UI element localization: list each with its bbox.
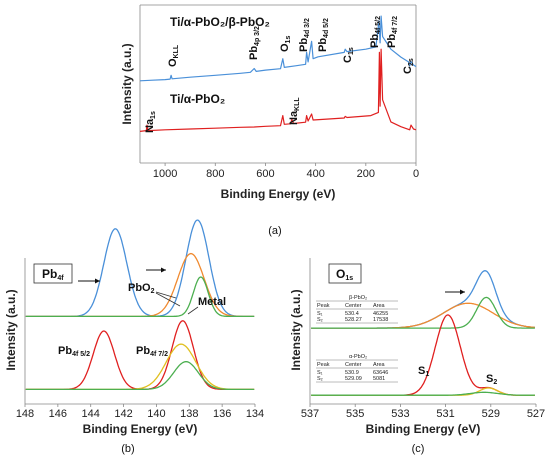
panel-b-series-line-2 [25, 276, 255, 318]
panel-c-label-s2: S2 [486, 373, 497, 386]
panel-c-series-line-5 [311, 391, 535, 396]
panel-b-label-pbo2: PbO2 [128, 282, 155, 295]
panel-b-label-pb4f52: Pb4f 5/2 [58, 345, 90, 358]
panel-b-xtick-label: 134 [246, 408, 264, 420]
panel-b-xtick-label: 142 [114, 408, 132, 420]
panel-a-xtick-label: 600 [256, 168, 274, 180]
panel-b-xtick-label: 144 [82, 408, 100, 420]
panel-a: 1000 800 600 400 200 0 Binding Energy (eV) In… [120, 4, 419, 237]
panel-c-xtick-label: 537 [301, 408, 319, 420]
table-beta-header-area: Area [373, 303, 386, 309]
table-alpha-header-peak: Peak [317, 362, 330, 368]
panel-c-series-line-3 [311, 314, 535, 396]
table-alpha-r2-area: 5081 [373, 376, 385, 382]
panel-b-pbo2-pointer-2 [155, 292, 181, 307]
table-alpha-r2-center: 529.09 [345, 376, 362, 382]
panel-a-xlabel: Binding Energy (eV) [221, 187, 336, 201]
table-alpha-header-center: Center [345, 362, 362, 368]
panel-c-series-line-2 [311, 296, 535, 329]
peak-label-pb4f52: Pb4f 5/2 [369, 16, 382, 48]
panel-b-xtick-label: 140 [147, 408, 165, 420]
peak-label-okll: OKLL [167, 44, 180, 67]
series-label-alpha: Ti/α-PbO₂ [170, 92, 225, 106]
peak-label-pb4f72: Pb4f 7/2 [386, 16, 399, 48]
table-alpha-r1-area: 63646 [373, 370, 388, 376]
panel-c-xtick-label: 527 [527, 408, 545, 420]
table-alpha: α-PbO₂ Peak Center Area S₁ 530.9 63646 S… [316, 354, 398, 383]
peak-label-pb4p32: Pb4p 3/2 [248, 26, 261, 60]
panel-b-xlabel: Binding Energy (eV) [83, 422, 198, 436]
panel-c-xtick-label: 533 [391, 408, 409, 420]
series-line-0 [139, 15, 417, 82]
panel-b-xtick-label: 146 [49, 408, 67, 420]
series-line-1 [139, 48, 417, 132]
panel-b-pbo2-pointer-1 [155, 291, 177, 299]
table-beta-r1-peak: S₁ [317, 311, 323, 317]
panel-b-label-pb4f72: Pb4f 7/2 [136, 345, 168, 358]
panel-b-caption: (b) [121, 443, 134, 455]
panel-b-metal-pointer [187, 306, 199, 315]
panel-c-label-s1: S1 [418, 365, 429, 378]
panel-b-box-label: Pb4f [42, 267, 64, 282]
panel-a-xtick-label: 800 [206, 168, 224, 180]
peak-label-pb4d32: Pb4d 3/2 [298, 18, 311, 52]
peak-label-c1s: C1s [342, 47, 355, 63]
panel-a-xtick-label: 200 [357, 168, 375, 180]
table-alpha-r1-center: 530.9 [345, 370, 359, 376]
panel-b-arrowhead-2 [161, 267, 166, 273]
panel-b-arrowhead-1 [95, 278, 100, 284]
peak-label-pb4d52: Pb4d 5/2 [317, 18, 330, 52]
panel-c-ylabel: Intensity (a.u.) [289, 289, 303, 370]
table-beta-r1-center: 530.4 [345, 311, 359, 317]
table-alpha-r1-peak: S₁ [317, 370, 323, 376]
panel-b-xtick-label: 148 [16, 408, 34, 420]
table-beta-header-center: Center [345, 303, 362, 309]
table-alpha-title: α-PbO₂ [349, 354, 367, 360]
panel-b-label-box [33, 263, 73, 284]
panel-a-xtick-label: 1000 [153, 168, 177, 180]
panel-c-xtick-label: 531 [436, 408, 454, 420]
panel-c-xtick-label: 535 [346, 408, 364, 420]
table-beta-r2-area: 17538 [373, 317, 388, 323]
table-alpha-header-area: Area [373, 362, 386, 368]
panel-c-box-label: O1s [336, 267, 353, 282]
panel-c: 537 535 533 531 529 527 O1s β-PbO₂ Peak Cente… [289, 258, 545, 455]
panel-c-xtick-label: 529 [482, 408, 500, 420]
table-beta-title: β-PbO₂ [349, 295, 367, 301]
peak-label-na1s: Na1s [144, 111, 157, 133]
panel-c-arrowhead [460, 289, 465, 295]
panel-a-caption: (a) [268, 225, 281, 237]
panel-c-caption: (c) [412, 443, 425, 455]
panel-b: 148 146 144 142 140 138 136 134 Pb4f PbO2 Metal… [4, 219, 264, 455]
panel-c-xlabel: Binding Energy (eV) [366, 422, 481, 436]
table-beta-r1-area: 46255 [373, 311, 388, 317]
panel-b-ylabel: Intensity (a.u.) [4, 289, 18, 370]
panel-b-series-line-5 [25, 361, 255, 391]
panel-b-xtick-label: 136 [213, 408, 231, 420]
peak-label-c2s: C2s [402, 58, 415, 74]
panel-b-label-metal: Metal [198, 296, 226, 308]
peak-label-nakll: NaKLL [288, 97, 301, 125]
series-label-beta: Ti/α-PbO₂/β-PbO₂ [170, 15, 270, 29]
peak-label-o1s: O1s [279, 36, 292, 52]
panel-b-xtick-label: 138 [180, 408, 198, 420]
table-beta-header-peak: Peak [317, 303, 330, 309]
table-beta-r2-center: 528.27 [345, 317, 362, 323]
panel-a-xtick-label: 0 [413, 168, 419, 180]
table-beta-r2-peak: S₂ [317, 317, 323, 323]
table-beta: β-PbO₂ Peak Center Area S₁ 530.4 46255 S… [316, 295, 398, 324]
panel-c-label-box [328, 263, 362, 284]
table-alpha-r2-peak: S₂ [317, 376, 323, 382]
panel-a-xtick-label: 400 [306, 168, 324, 180]
panel-a-ylabel: Intensity (a.u.) [120, 43, 134, 124]
